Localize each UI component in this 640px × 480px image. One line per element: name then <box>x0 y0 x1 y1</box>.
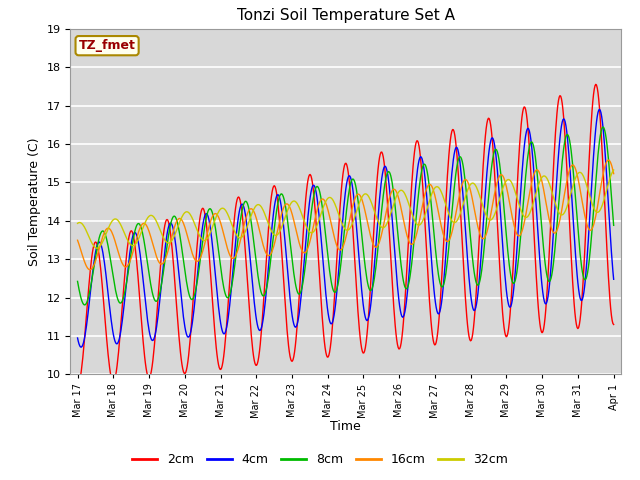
8cm <box>194 276 202 282</box>
2cm <box>83 302 91 308</box>
8cm <box>81 302 89 308</box>
32cm <box>427 193 435 199</box>
2cm <box>221 339 229 345</box>
Line: 4cm: 4cm <box>77 109 614 347</box>
16cm <box>86 267 94 273</box>
32cm <box>93 245 100 251</box>
4cm <box>222 327 230 333</box>
32cm <box>222 208 230 214</box>
16cm <box>610 171 618 177</box>
16cm <box>222 240 230 246</box>
Line: 2cm: 2cm <box>77 84 614 386</box>
8cm <box>412 224 419 230</box>
X-axis label: Time: Time <box>330 420 361 433</box>
4cm <box>84 311 92 317</box>
16cm <box>412 236 419 241</box>
16cm <box>194 258 202 264</box>
2cm <box>74 383 81 389</box>
32cm <box>74 220 81 226</box>
4cm <box>596 107 604 112</box>
4cm <box>427 251 435 256</box>
16cm <box>83 265 91 271</box>
Title: Tonzi Soil Temperature Set A: Tonzi Soil Temperature Set A <box>237 9 454 24</box>
32cm <box>83 230 91 236</box>
Line: 32cm: 32cm <box>77 170 614 248</box>
16cm <box>74 237 81 243</box>
Line: 8cm: 8cm <box>77 127 614 305</box>
8cm <box>427 199 435 204</box>
2cm <box>610 322 618 327</box>
2cm <box>592 82 600 87</box>
4cm <box>194 270 202 276</box>
4cm <box>77 344 85 350</box>
4cm <box>412 188 419 193</box>
8cm <box>74 278 81 284</box>
4cm <box>74 335 81 341</box>
2cm <box>193 246 201 252</box>
32cm <box>194 228 202 234</box>
8cm <box>610 222 618 228</box>
16cm <box>605 157 612 163</box>
16cm <box>140 221 147 227</box>
Legend: 2cm, 4cm, 8cm, 16cm, 32cm: 2cm, 4cm, 8cm, 16cm, 32cm <box>127 448 513 471</box>
4cm <box>610 276 618 282</box>
Y-axis label: Soil Temperature (C): Soil Temperature (C) <box>28 137 41 266</box>
Line: 16cm: 16cm <box>77 160 614 270</box>
16cm <box>427 182 435 188</box>
8cm <box>140 233 147 239</box>
32cm <box>140 225 147 230</box>
32cm <box>412 219 419 225</box>
2cm <box>426 309 434 314</box>
Text: TZ_fmet: TZ_fmet <box>79 39 136 52</box>
2cm <box>139 330 147 336</box>
8cm <box>600 124 607 130</box>
2cm <box>411 148 419 154</box>
8cm <box>222 293 230 299</box>
4cm <box>140 278 147 284</box>
32cm <box>610 167 618 173</box>
8cm <box>84 296 92 302</box>
